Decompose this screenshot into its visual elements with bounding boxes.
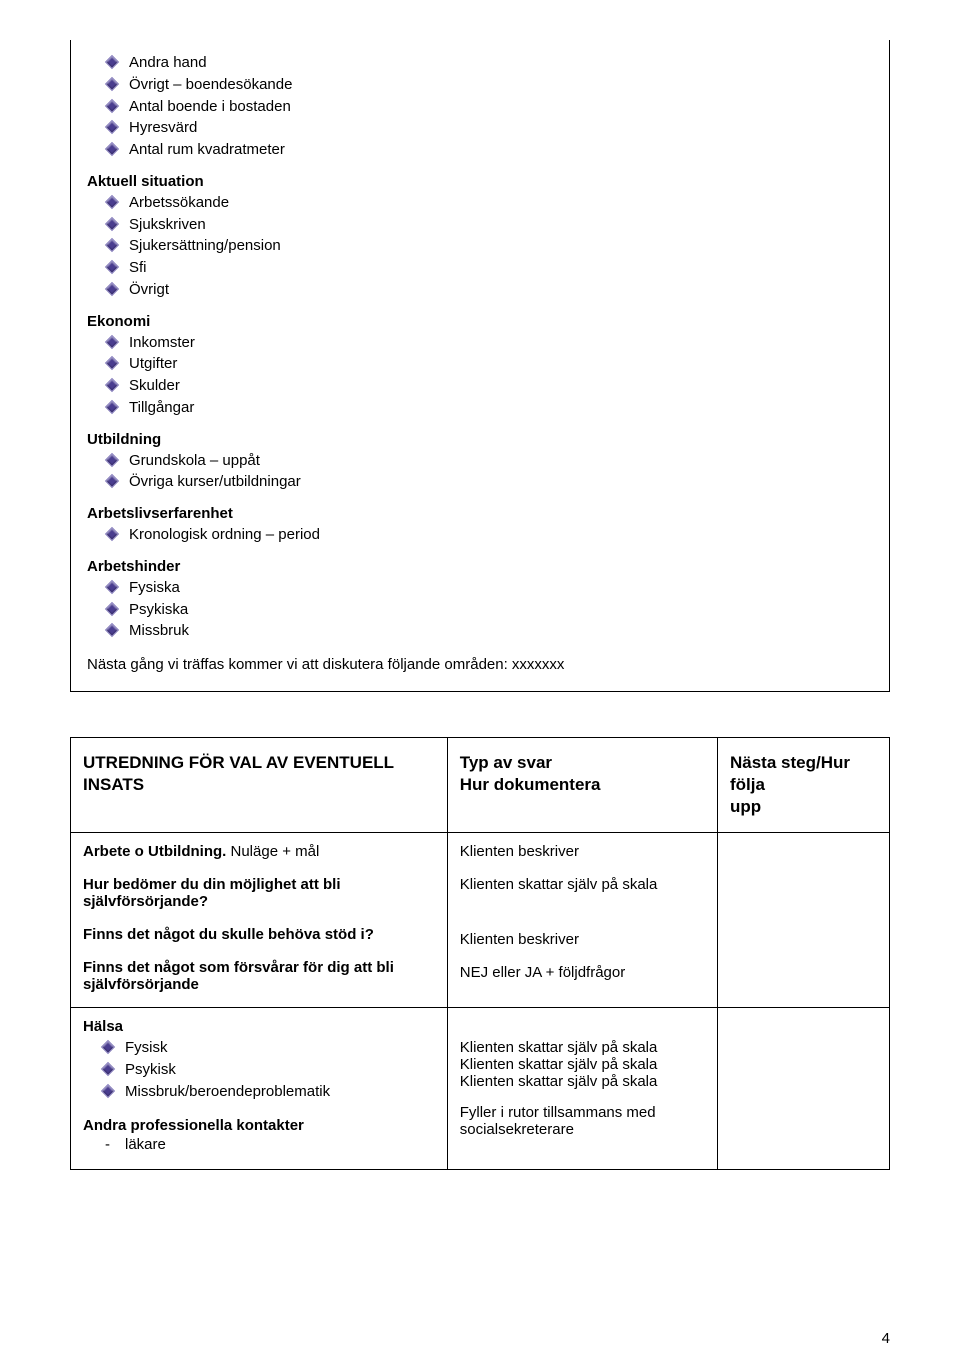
table-header-col2: Typ av svar Hur dokumentera bbox=[447, 738, 717, 833]
list-contacts: läkare bbox=[83, 1134, 435, 1156]
list-item: Sjukskriven bbox=[129, 214, 873, 236]
list-experience: Kronologisk ordning – period bbox=[87, 524, 873, 546]
q1-rest: Nuläge + mål bbox=[226, 843, 319, 860]
a4: NEJ eller JA + följdfrågor bbox=[460, 964, 705, 981]
list-item: Övriga kurser/utbildningar bbox=[129, 471, 873, 493]
document-page: Andra hand Övrigt – boendesökande Antal … bbox=[0, 0, 960, 1367]
list-item: Övrigt – boendesökande bbox=[129, 74, 873, 96]
list-economy: Inkomster Utgifter Skulder Tillgångar bbox=[87, 332, 873, 419]
list-item: Arbetssökande bbox=[129, 192, 873, 214]
page-number: 4 bbox=[882, 1330, 890, 1347]
heading-situation: Aktuell situation bbox=[87, 173, 873, 190]
list-health: Fysisk Psykisk Missbruk/beroendeproblema… bbox=[83, 1037, 435, 1102]
list-item: Inkomster bbox=[129, 332, 873, 354]
list-item: Andra hand bbox=[129, 52, 873, 74]
header-col2-line1: Typ av svar bbox=[460, 753, 552, 772]
list-education: Grundskola – uppåt Övriga kurser/utbildn… bbox=[87, 450, 873, 494]
cell-followup-empty bbox=[718, 833, 890, 1008]
heading-education: Utbildning bbox=[87, 431, 873, 448]
cell-answers: Klienten beskriver Klienten skattar själ… bbox=[447, 833, 717, 1008]
table-row: Arbete o Utbildning. Nuläge + mål Hur be… bbox=[71, 833, 890, 1008]
list-item: läkare bbox=[125, 1134, 435, 1156]
cell-health-answers: Klienten skattar själv på skala Klienten… bbox=[447, 1008, 717, 1170]
contacts-answer-line2: socialsekreterare bbox=[460, 1121, 574, 1138]
list-item: Övrigt bbox=[129, 279, 873, 301]
list-situation: Arbetssökande Sjukskriven Sjukersättning… bbox=[87, 192, 873, 301]
table-header-col3: Nästa steg/Hur följa upp bbox=[718, 738, 890, 833]
list-item: Fysisk bbox=[125, 1037, 435, 1059]
heading-obstacles: Arbetshinder bbox=[87, 558, 873, 575]
heading-economy: Ekonomi bbox=[87, 313, 873, 330]
q2: Hur bedömer du din möjlighet att bli sjä… bbox=[83, 876, 435, 910]
a3: Klienten beskriver bbox=[460, 931, 705, 948]
list-item: Antal rum kvadratmeter bbox=[129, 139, 873, 161]
cell-questions: Arbete o Utbildning. Nuläge + mål Hur be… bbox=[71, 833, 448, 1008]
health-answer-3: Klienten skattar själv på skala bbox=[460, 1073, 705, 1090]
list-obstacles: Fysiska Psykiska Missbruk bbox=[87, 577, 873, 642]
heading-contacts: Andra professionella kontakter bbox=[83, 1117, 435, 1134]
list-item: Skulder bbox=[129, 375, 873, 397]
cell-health-followup-empty bbox=[718, 1008, 890, 1170]
q1-bold: Arbete o Utbildning. bbox=[83, 843, 226, 860]
list-item: Psykisk bbox=[125, 1059, 435, 1081]
list-item: Sfi bbox=[129, 257, 873, 279]
cell-health: Hälsa Fysisk Psykisk Missbruk/beroendepr… bbox=[71, 1008, 448, 1170]
list-item: Kronologisk ordning – period bbox=[129, 524, 873, 546]
header-col2-line2: Hur dokumentera bbox=[460, 775, 601, 794]
table-header-col1: UTREDNING FÖR VAL AV EVENTUELL INSATS bbox=[71, 738, 448, 833]
table-header-row: UTREDNING FÖR VAL AV EVENTUELL INSATS Ty… bbox=[71, 738, 890, 833]
footer-text: Nästa gång vi träffas kommer vi att disk… bbox=[87, 656, 873, 673]
header-col3-line1: Nästa steg/Hur följa bbox=[730, 753, 850, 794]
heading-health: Hälsa bbox=[83, 1018, 435, 1035]
list-item: Fysiska bbox=[129, 577, 873, 599]
q4: Finns det något som försvårar för dig at… bbox=[83, 959, 435, 993]
contacts-answer-line1: Fyller i rutor tillsammans med bbox=[460, 1104, 656, 1121]
a1: Klienten beskriver bbox=[460, 843, 705, 860]
list-item: Utgifter bbox=[129, 353, 873, 375]
list-item: Missbruk/beroendeproblematik bbox=[125, 1081, 435, 1103]
main-table: UTREDNING FÖR VAL AV EVENTUELL INSATS Ty… bbox=[70, 737, 890, 1170]
top-box: Andra hand Övrigt – boendesökande Antal … bbox=[70, 40, 890, 692]
list-item: Sjukersättning/pension bbox=[129, 235, 873, 257]
list-item: Grundskola – uppåt bbox=[129, 450, 873, 472]
health-answer-1: Klienten skattar själv på skala bbox=[460, 1039, 705, 1056]
list-item: Missbruk bbox=[129, 620, 873, 642]
list-group1: Andra hand Övrigt – boendesökande Antal … bbox=[87, 52, 873, 161]
list-item: Antal boende i bostaden bbox=[129, 96, 873, 118]
header-col3-line2: upp bbox=[730, 797, 761, 816]
a2: Klienten skattar själv på skala bbox=[460, 876, 705, 893]
q3: Finns det något du skulle behöva stöd i? bbox=[83, 926, 435, 943]
list-item: Tillgångar bbox=[129, 397, 873, 419]
list-item: Psykiska bbox=[129, 599, 873, 621]
health-answer-2: Klienten skattar själv på skala bbox=[460, 1056, 705, 1073]
list-item: Hyresvärd bbox=[129, 117, 873, 139]
heading-experience: Arbetslivserfarenhet bbox=[87, 505, 873, 522]
table-row: Hälsa Fysisk Psykisk Missbruk/beroendepr… bbox=[71, 1008, 890, 1170]
